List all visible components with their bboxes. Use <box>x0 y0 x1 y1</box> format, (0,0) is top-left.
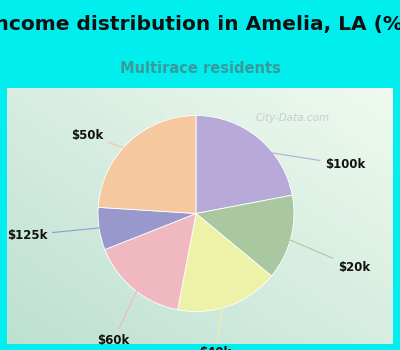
Text: $60k: $60k <box>97 280 142 348</box>
Text: $40k: $40k <box>200 295 232 350</box>
Text: Multirace residents: Multirace residents <box>120 61 280 76</box>
Text: $125k: $125k <box>7 227 111 242</box>
Wedge shape <box>98 116 196 214</box>
Text: $100k: $100k <box>252 150 366 171</box>
Wedge shape <box>105 214 196 310</box>
Wedge shape <box>196 116 292 214</box>
Text: City-Data.com: City-Data.com <box>256 113 330 123</box>
Wedge shape <box>196 195 294 276</box>
Text: Income distribution in Amelia, LA (%): Income distribution in Amelia, LA (%) <box>0 15 400 34</box>
Text: $50k: $50k <box>71 128 136 152</box>
Wedge shape <box>98 207 196 250</box>
Wedge shape <box>178 214 272 312</box>
Text: $20k: $20k <box>279 235 370 274</box>
